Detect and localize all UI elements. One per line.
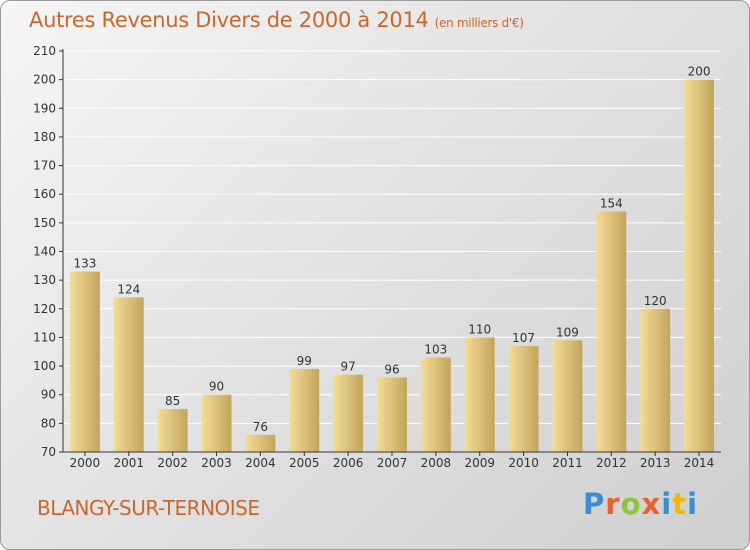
y-tick-label: 100 bbox=[33, 359, 56, 373]
labels: 7080901001101201301401501601701801902002… bbox=[33, 44, 714, 470]
value-label: 109 bbox=[556, 325, 579, 339]
commune-name: BLANGY-SUR-TERNOISE bbox=[37, 496, 260, 520]
y-tick-label: 110 bbox=[33, 330, 56, 344]
bar bbox=[596, 211, 627, 452]
x-tick-label: 2002 bbox=[157, 456, 188, 470]
bar bbox=[508, 346, 539, 452]
value-label: 85 bbox=[165, 394, 180, 408]
value-label: 133 bbox=[73, 257, 96, 271]
value-label: 76 bbox=[253, 420, 268, 434]
axes bbox=[59, 49, 721, 456]
x-tick-label: 2007 bbox=[377, 456, 408, 470]
bar bbox=[70, 271, 100, 452]
value-label: 200 bbox=[688, 65, 711, 79]
bar bbox=[377, 377, 407, 452]
y-tick-label: 140 bbox=[33, 245, 56, 259]
x-tick-label: 2009 bbox=[464, 456, 495, 470]
value-label: 110 bbox=[468, 322, 491, 336]
bar bbox=[201, 394, 232, 452]
y-tick-label: 180 bbox=[33, 130, 56, 144]
chart-title: Autres Revenus Divers de 2000 à 2014 (en … bbox=[29, 8, 524, 32]
x-tick-label: 2004 bbox=[245, 456, 276, 470]
x-tick-label: 2011 bbox=[552, 456, 583, 470]
y-tick-label: 200 bbox=[33, 73, 56, 87]
y-tick-label: 150 bbox=[33, 216, 56, 230]
x-tick-label: 2006 bbox=[333, 456, 364, 470]
x-tick-label: 2000 bbox=[70, 456, 101, 470]
bar bbox=[464, 337, 495, 452]
y-tick-label: 210 bbox=[33, 44, 56, 58]
x-tick-label: 2003 bbox=[201, 456, 232, 470]
logo-letter: o bbox=[620, 487, 642, 521]
bar bbox=[157, 409, 188, 452]
value-label: 103 bbox=[424, 342, 447, 356]
x-tick-label: 2010 bbox=[508, 456, 539, 470]
logo-letter: i bbox=[687, 487, 699, 521]
bar bbox=[289, 368, 320, 452]
logo-letter: P bbox=[583, 487, 606, 521]
y-tick-label: 90 bbox=[41, 388, 56, 402]
x-tick-label: 2013 bbox=[640, 456, 671, 470]
y-tick-label: 190 bbox=[33, 101, 56, 115]
value-label: 90 bbox=[209, 380, 224, 394]
unit-note: (en milliers d'€) bbox=[434, 16, 524, 30]
bars bbox=[70, 79, 714, 453]
title-text: Autres Revenus Divers de 2000 à 2014 bbox=[29, 8, 429, 32]
bar bbox=[420, 357, 451, 452]
value-label: 124 bbox=[117, 282, 140, 296]
logo-letter: r bbox=[605, 487, 621, 521]
x-tick-label: 2005 bbox=[289, 456, 320, 470]
bar bbox=[552, 340, 583, 452]
y-tick-label: 70 bbox=[41, 445, 56, 459]
logo-letter: i bbox=[661, 487, 673, 521]
bar bbox=[245, 434, 276, 452]
value-label: 154 bbox=[600, 196, 623, 210]
x-tick-label: 2014 bbox=[684, 456, 715, 470]
bar bbox=[113, 297, 144, 452]
x-tick-label: 2008 bbox=[421, 456, 452, 470]
bar bbox=[640, 308, 671, 452]
proxiti-logo: Proxiti bbox=[583, 487, 698, 521]
bar bbox=[333, 374, 364, 452]
value-label: 120 bbox=[644, 294, 667, 308]
logo-letter: x bbox=[641, 487, 662, 521]
x-tick-label: 2012 bbox=[596, 456, 627, 470]
logo-letter: t bbox=[672, 487, 688, 521]
y-tick-label: 120 bbox=[33, 302, 56, 316]
y-tick-label: 130 bbox=[33, 273, 56, 287]
bar bbox=[684, 79, 714, 453]
value-label: 107 bbox=[512, 331, 535, 345]
y-tick-label: 160 bbox=[33, 187, 56, 201]
value-label: 99 bbox=[297, 354, 312, 368]
value-label: 97 bbox=[340, 360, 355, 374]
x-tick-label: 2001 bbox=[114, 456, 145, 470]
y-tick-label: 80 bbox=[41, 416, 56, 430]
value-label: 96 bbox=[384, 363, 399, 377]
y-tick-label: 170 bbox=[33, 159, 56, 173]
